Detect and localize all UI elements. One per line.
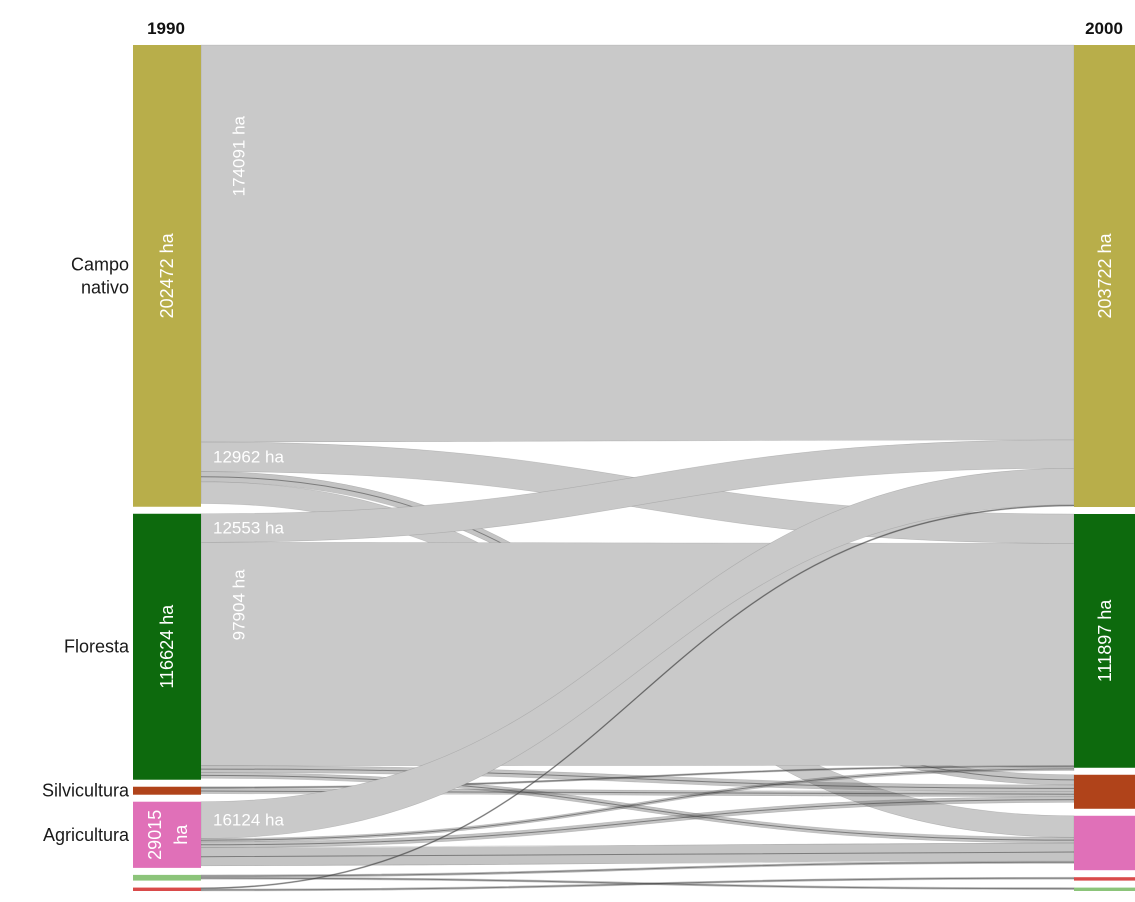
flow-line-other-red-to-campo-nativo	[200, 505, 1075, 889]
year-label-right: 2000	[1085, 19, 1123, 38]
node-right-campo-nativo	[1074, 45, 1135, 507]
node-left-agricultura	[133, 801, 201, 868]
flow-line-agricultura-to-floresta	[200, 768, 1075, 841]
flow-line-floresta-to-silvicultura	[200, 768, 1075, 789]
node-value-left-agricultura-line-1: 29015	[145, 810, 165, 860]
flow-campo-nativo-to-campo-nativo	[200, 44, 1075, 443]
flow-label-agricultura-to-campo-nativo: 16124 ha	[213, 811, 284, 830]
category-label-floresta: Floresta	[64, 637, 130, 657]
flows-layer	[200, 44, 1075, 892]
flow-line-floresta-to-agricultura	[200, 774, 1075, 841]
category-label-silvicultura: Silvicultura	[42, 781, 130, 801]
node-left-other-red	[133, 887, 201, 891]
node-value-right-campo-nativo: 203722 ha	[1095, 232, 1115, 318]
node-value-left-floresta: 116624 ha	[157, 604, 177, 689]
node-left-campo-nativo	[133, 45, 201, 507]
node-value-left-agricultura-line-2: ha	[171, 824, 191, 845]
node-right-silvicultura	[1074, 774, 1135, 809]
node-right-other-green	[1074, 887, 1135, 891]
flow-label-floresta-to-floresta: 97904 ha	[230, 569, 249, 640]
flow-label-campo-nativo-to-floresta: 12962 ha	[213, 447, 284, 466]
flow-label-campo-nativo-to-campo-nativo: 174091 ha	[230, 115, 249, 196]
category-label-campo-nativo-line-2: nativo	[81, 277, 129, 297]
category-label-agricultura: Agricultura	[43, 825, 130, 845]
flow-line-agricultura-to-silvicultura	[200, 799, 1075, 846]
category-label-campo-nativo-line-1: Campo	[71, 254, 129, 274]
node-right-other-red	[1074, 877, 1135, 881]
flow-line-other-red-to-other-red	[200, 877, 1075, 891]
nodes-layer	[133, 45, 1135, 891]
flow-line-other-green-to-other-green	[200, 877, 1075, 890]
node-right-agricultura	[1074, 815, 1135, 871]
node-value-right-floresta: 111897 ha	[1095, 599, 1115, 682]
labels-layer: 1990 2000 202472 ha Campo nativo 116624 ha F…	[42, 19, 1123, 860]
year-label-left: 1990	[147, 19, 185, 38]
node-right-floresta	[1074, 513, 1135, 768]
node-left-silvicultura	[133, 786, 201, 795]
node-left-floresta	[133, 513, 201, 780]
node-value-left-campo-nativo: 202472 ha	[157, 232, 177, 318]
node-left-other-green	[133, 874, 201, 881]
flow-label-floresta-to-campo-nativo: 12553 ha	[213, 519, 284, 538]
flow-line-other-green-to-agricultura	[200, 861, 1075, 877]
